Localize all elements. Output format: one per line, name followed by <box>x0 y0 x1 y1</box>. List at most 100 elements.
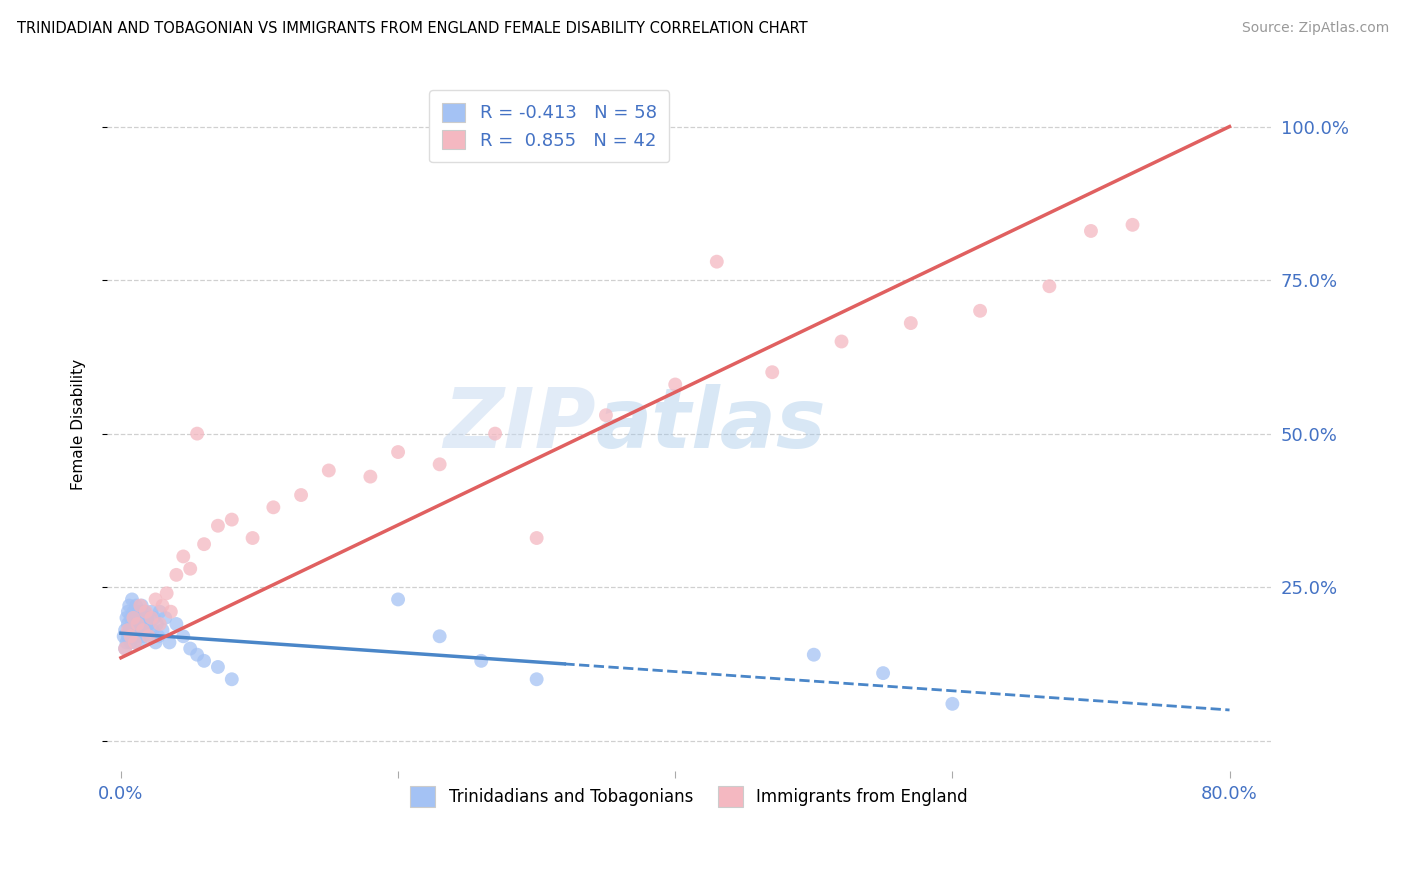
Point <box>165 567 187 582</box>
Point <box>172 549 194 564</box>
Point <box>900 316 922 330</box>
Point <box>207 518 229 533</box>
Point <box>118 623 141 637</box>
Point <box>706 254 728 268</box>
Point <box>387 592 409 607</box>
Point <box>290 488 312 502</box>
Point <box>120 629 142 643</box>
Text: ZIP: ZIP <box>443 384 596 465</box>
Point <box>172 629 194 643</box>
Point <box>186 648 208 662</box>
Point <box>114 641 136 656</box>
Point <box>114 623 136 637</box>
Point <box>134 605 156 619</box>
Point <box>138 629 160 643</box>
Point <box>969 303 991 318</box>
Point <box>120 635 142 649</box>
Point <box>121 617 143 632</box>
Text: TRINIDADIAN AND TOBAGONIAN VS IMMIGRANTS FROM ENGLAND FEMALE DISABILITY CORRELAT: TRINIDADIAN AND TOBAGONIAN VS IMMIGRANTS… <box>17 21 807 37</box>
Point <box>155 611 177 625</box>
Point <box>131 617 153 632</box>
Point <box>221 673 243 687</box>
Point <box>159 605 181 619</box>
Point <box>318 463 340 477</box>
Point <box>117 629 139 643</box>
Point <box>831 334 853 349</box>
Point <box>149 605 172 619</box>
Point <box>124 623 146 637</box>
Point <box>127 617 149 632</box>
Point <box>131 599 153 613</box>
Point <box>152 623 174 637</box>
Point <box>1121 218 1143 232</box>
Point <box>484 426 506 441</box>
Point <box>127 605 149 619</box>
Point <box>125 629 148 643</box>
Point <box>242 531 264 545</box>
Point <box>146 617 169 632</box>
Point <box>1080 224 1102 238</box>
Point <box>139 629 162 643</box>
Point <box>135 623 157 637</box>
Point <box>149 617 172 632</box>
Point <box>128 611 150 625</box>
Point <box>117 617 139 632</box>
Point <box>526 531 548 545</box>
Point <box>117 623 139 637</box>
Point <box>429 458 451 472</box>
Point <box>186 426 208 441</box>
Text: atlas: atlas <box>596 384 827 465</box>
Point <box>141 611 163 625</box>
Point <box>872 666 894 681</box>
Point <box>221 513 243 527</box>
Y-axis label: Female Disability: Female Disability <box>72 359 86 490</box>
Point <box>117 605 139 619</box>
Point <box>136 611 159 625</box>
Point <box>132 623 155 637</box>
Point <box>941 697 963 711</box>
Point <box>122 629 145 643</box>
Point <box>159 635 181 649</box>
Point <box>138 617 160 632</box>
Point <box>664 377 686 392</box>
Text: Source: ZipAtlas.com: Source: ZipAtlas.com <box>1241 21 1389 36</box>
Point <box>112 629 135 643</box>
Point <box>122 605 145 619</box>
Point <box>165 617 187 632</box>
Point <box>803 648 825 662</box>
Point <box>124 635 146 649</box>
Point <box>526 673 548 687</box>
Point <box>127 617 149 632</box>
Legend: Trinidadians and Tobagonians, Immigrants from England: Trinidadians and Tobagonians, Immigrants… <box>402 778 976 815</box>
Point <box>121 592 143 607</box>
Point <box>129 599 152 613</box>
Point <box>429 629 451 643</box>
Point <box>128 623 150 637</box>
Point <box>470 654 492 668</box>
Point <box>152 599 174 613</box>
Point <box>114 641 136 656</box>
Point <box>1038 279 1060 293</box>
Point <box>118 599 141 613</box>
Point <box>148 629 170 643</box>
Point <box>141 605 163 619</box>
Point <box>387 445 409 459</box>
Point <box>129 635 152 649</box>
Point <box>132 629 155 643</box>
Point <box>124 635 146 649</box>
Point <box>262 500 284 515</box>
Point <box>135 605 157 619</box>
Point <box>124 611 146 625</box>
Point <box>125 599 148 613</box>
Point <box>156 586 179 600</box>
Point <box>179 641 201 656</box>
Point <box>359 469 381 483</box>
Point <box>145 635 167 649</box>
Point <box>115 635 138 649</box>
Point <box>761 365 783 379</box>
Point <box>207 660 229 674</box>
Point <box>193 537 215 551</box>
Point <box>122 611 145 625</box>
Point <box>179 562 201 576</box>
Point <box>145 592 167 607</box>
